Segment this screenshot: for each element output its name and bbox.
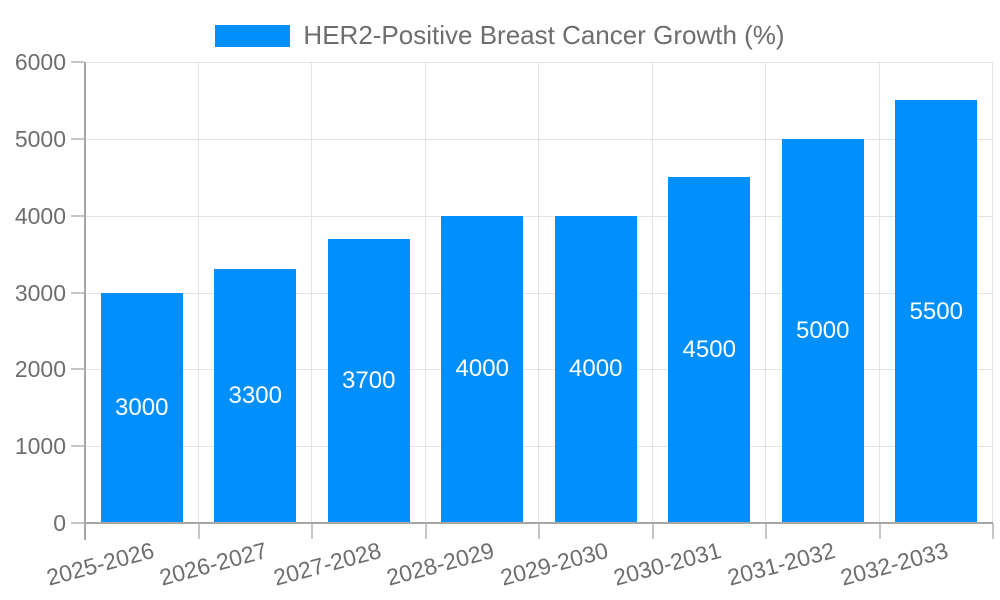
y-tick-mark <box>71 522 84 524</box>
y-axis-tick-label: 6000 <box>14 49 66 75</box>
y-axis-tick-label: 4000 <box>14 202 66 229</box>
y-axis-tick-label: 5000 <box>14 125 66 152</box>
bar-value-label: 5500 <box>909 297 963 325</box>
y-tick-mark <box>71 214 84 217</box>
x-tick-mark <box>197 523 200 539</box>
h-gridline <box>85 215 993 217</box>
v-gridline <box>765 62 766 523</box>
v-gridline <box>424 62 426 523</box>
chart-legend[interactable]: HER2-Positive Breast Cancer Growth (%) <box>0 20 1000 51</box>
h-gridline <box>85 138 993 140</box>
bar[interactable]: 4000 <box>554 215 637 523</box>
y-axis-line <box>84 62 86 540</box>
x-tick-mark <box>651 523 654 539</box>
bar[interactable]: 3000 <box>100 292 183 523</box>
h-gridline <box>85 292 993 294</box>
bar-value-label: 3700 <box>342 366 396 394</box>
bar[interactable]: 4500 <box>668 177 751 523</box>
bar[interactable]: 5000 <box>781 138 864 523</box>
legend-swatch-icon <box>215 24 291 47</box>
bar-value-label: 5000 <box>796 316 850 344</box>
x-tick-mark <box>538 523 540 539</box>
h-gridline <box>85 62 993 63</box>
x-tick-mark <box>424 523 427 539</box>
y-tick-mark <box>71 137 84 140</box>
plot-area: 3000 3300 3700 4000 4000 4500 5000 5500 <box>85 62 993 523</box>
bar-value-label: 3000 <box>115 393 169 421</box>
bar-value-label: 4500 <box>682 336 736 364</box>
y-tick-mark <box>71 368 84 371</box>
v-gridline <box>538 62 539 523</box>
y-axis-tick-label: 2000 <box>14 356 66 383</box>
y-tick-mark <box>71 445 84 448</box>
y-tick-mark <box>71 291 84 294</box>
x-axis-line <box>84 522 993 524</box>
x-tick-mark <box>992 523 994 539</box>
y-axis-tick-label: 0 <box>53 510 66 536</box>
x-tick-mark <box>311 523 313 539</box>
x-tick-mark <box>765 523 767 539</box>
v-gridline <box>311 62 312 523</box>
bar[interactable]: 3300 <box>214 269 297 523</box>
y-axis-tick-label: 3000 <box>14 279 66 306</box>
y-tick-mark <box>71 61 84 63</box>
h-gridline <box>85 369 993 371</box>
y-axis-tick-label: 1000 <box>14 433 66 460</box>
bar[interactable]: 3700 <box>327 238 410 523</box>
v-gridline <box>651 62 653 523</box>
v-gridline <box>992 62 993 523</box>
bar-value-label: 3300 <box>228 382 282 410</box>
h-gridline <box>85 446 993 448</box>
v-gridline <box>197 62 199 523</box>
bar-value-label: 4000 <box>569 355 623 383</box>
bar-value-label: 4000 <box>455 355 509 383</box>
bar[interactable]: 5500 <box>895 100 978 523</box>
bar[interactable]: 4000 <box>441 215 524 523</box>
legend-label: HER2-Positive Breast Cancer Growth (%) <box>303 20 785 50</box>
v-gridline <box>878 62 880 523</box>
x-tick-mark <box>878 523 881 539</box>
